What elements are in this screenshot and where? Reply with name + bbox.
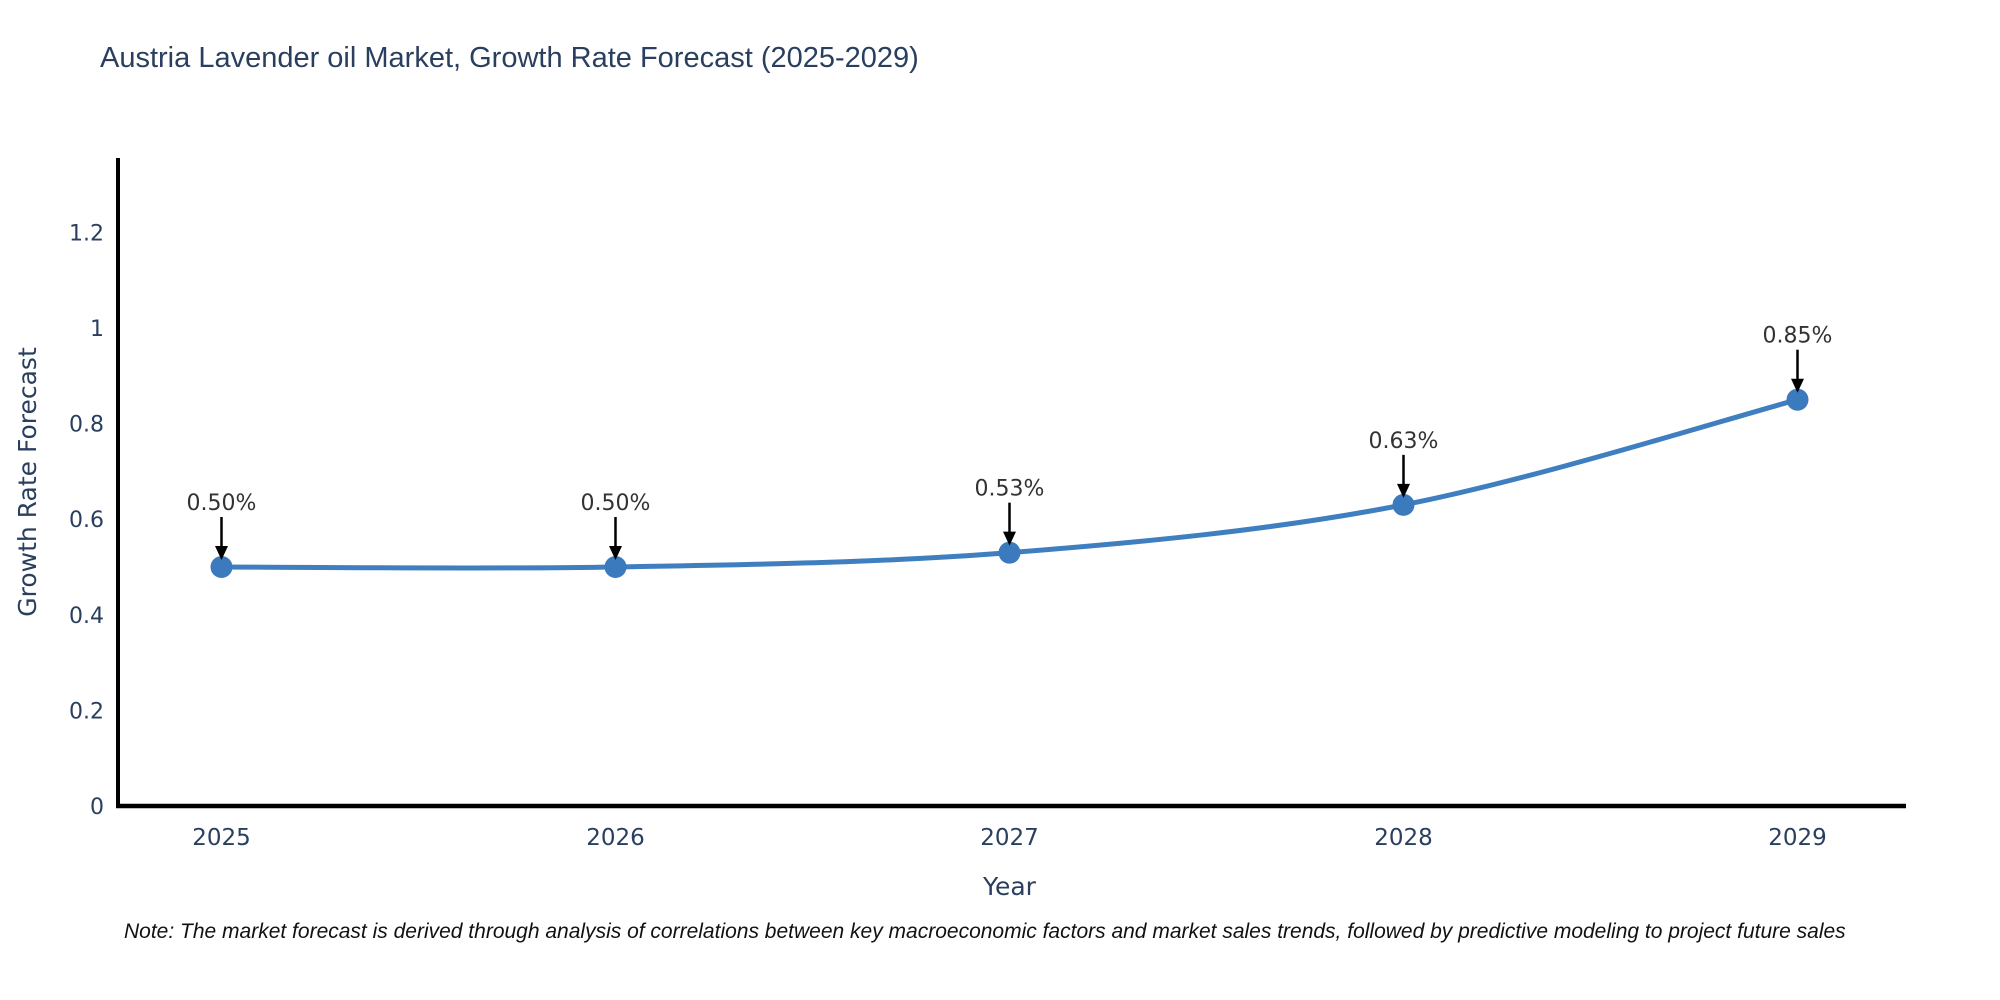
x-tick-label: 2028 (1374, 825, 1433, 851)
x-tick-label: 2025 (192, 825, 251, 851)
point-label: 0.63% (1369, 429, 1439, 454)
y-tick-label: 0 (90, 795, 104, 820)
point-label: 0.85% (1763, 324, 1833, 349)
x-tick-label: 2026 (586, 825, 645, 851)
data-point (210, 556, 233, 578)
annotation-arrowhead (1397, 483, 1410, 498)
y-tick-label: 1.2 (69, 221, 104, 246)
x-tick-label: 2029 (1768, 825, 1827, 851)
y-tick-label: 0.8 (69, 413, 104, 438)
x-tick-label: 2027 (980, 825, 1039, 851)
annotation-arrowhead (1003, 531, 1016, 546)
data-point (998, 541, 1021, 564)
annotation-arrowhead (609, 546, 622, 560)
y-tick-label: 1 (90, 317, 104, 342)
annotation-arrowhead (215, 546, 228, 560)
point-label: 0.53% (975, 477, 1045, 502)
data-point (604, 556, 627, 578)
point-label: 0.50% (187, 491, 257, 516)
y-tick-label: 0.6 (69, 508, 104, 533)
footnote: Note: The market forecast is derived thr… (124, 920, 1846, 943)
y-tick-label: 0.4 (69, 604, 104, 629)
data-point (1392, 493, 1415, 516)
y-axis-title: Growth Rate Forecast (13, 347, 42, 617)
y-tick-label: 0.2 (69, 699, 104, 724)
annotation-arrowhead (1791, 378, 1804, 393)
point-label: 0.50% (581, 491, 651, 516)
x-axis-title: Year (982, 872, 1037, 901)
chart-title: Austria Lavender oil Market, Growth Rate… (100, 42, 919, 74)
data-point (1786, 388, 1809, 411)
